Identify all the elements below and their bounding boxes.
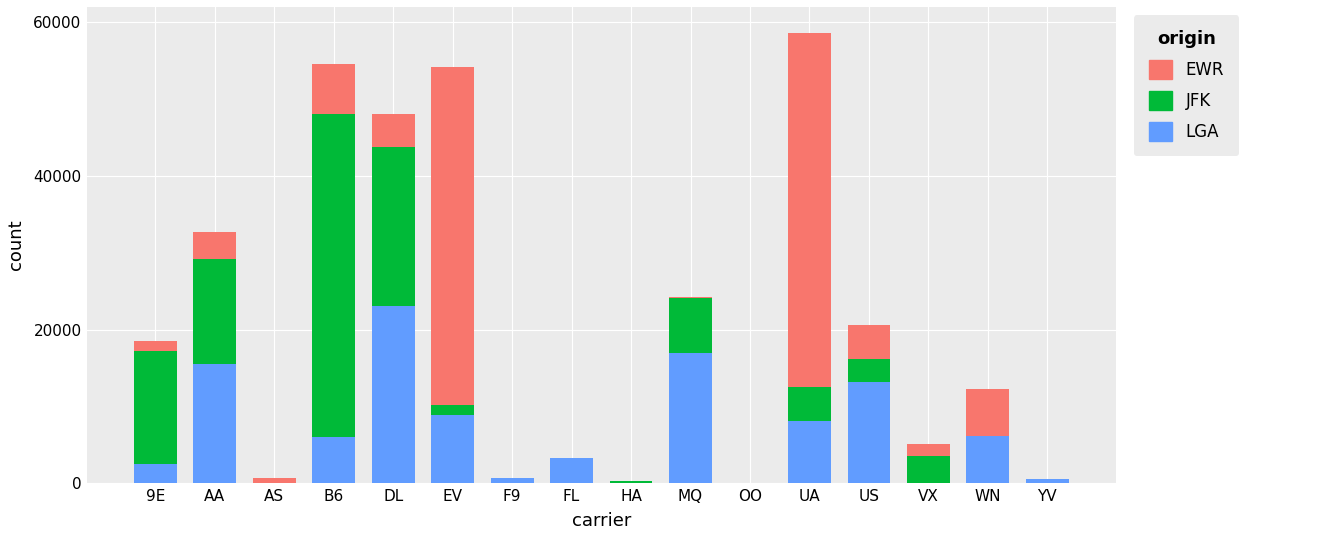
Legend: EWR, JFK, LGA: EWR, JFK, LGA xyxy=(1134,15,1239,156)
X-axis label: carrier: carrier xyxy=(571,512,630,530)
Bar xyxy=(1025,478,1068,483)
Bar xyxy=(134,351,176,463)
Bar xyxy=(907,455,950,483)
Bar xyxy=(312,63,355,114)
Bar xyxy=(848,382,890,483)
Bar xyxy=(610,481,652,483)
Bar xyxy=(966,389,1009,436)
Bar xyxy=(312,437,355,483)
Bar xyxy=(788,387,831,422)
Bar xyxy=(966,436,1009,483)
Bar xyxy=(134,463,176,483)
Bar xyxy=(134,342,176,351)
Bar xyxy=(372,114,414,147)
Bar xyxy=(907,444,950,455)
Bar xyxy=(550,458,593,483)
Bar xyxy=(431,67,474,404)
Bar xyxy=(788,33,831,387)
Bar xyxy=(253,478,296,483)
Bar xyxy=(372,147,414,306)
Bar xyxy=(848,359,890,382)
Y-axis label: count: count xyxy=(7,220,26,270)
Bar xyxy=(194,232,237,258)
Bar xyxy=(669,298,712,353)
Bar xyxy=(431,404,474,416)
Bar xyxy=(669,353,712,483)
Bar xyxy=(491,478,534,483)
Bar xyxy=(194,258,237,365)
Bar xyxy=(312,114,355,437)
Bar xyxy=(431,416,474,483)
Bar xyxy=(194,365,237,483)
Bar xyxy=(372,306,414,483)
Bar xyxy=(848,325,890,359)
Bar xyxy=(788,422,831,483)
Bar xyxy=(669,297,712,298)
